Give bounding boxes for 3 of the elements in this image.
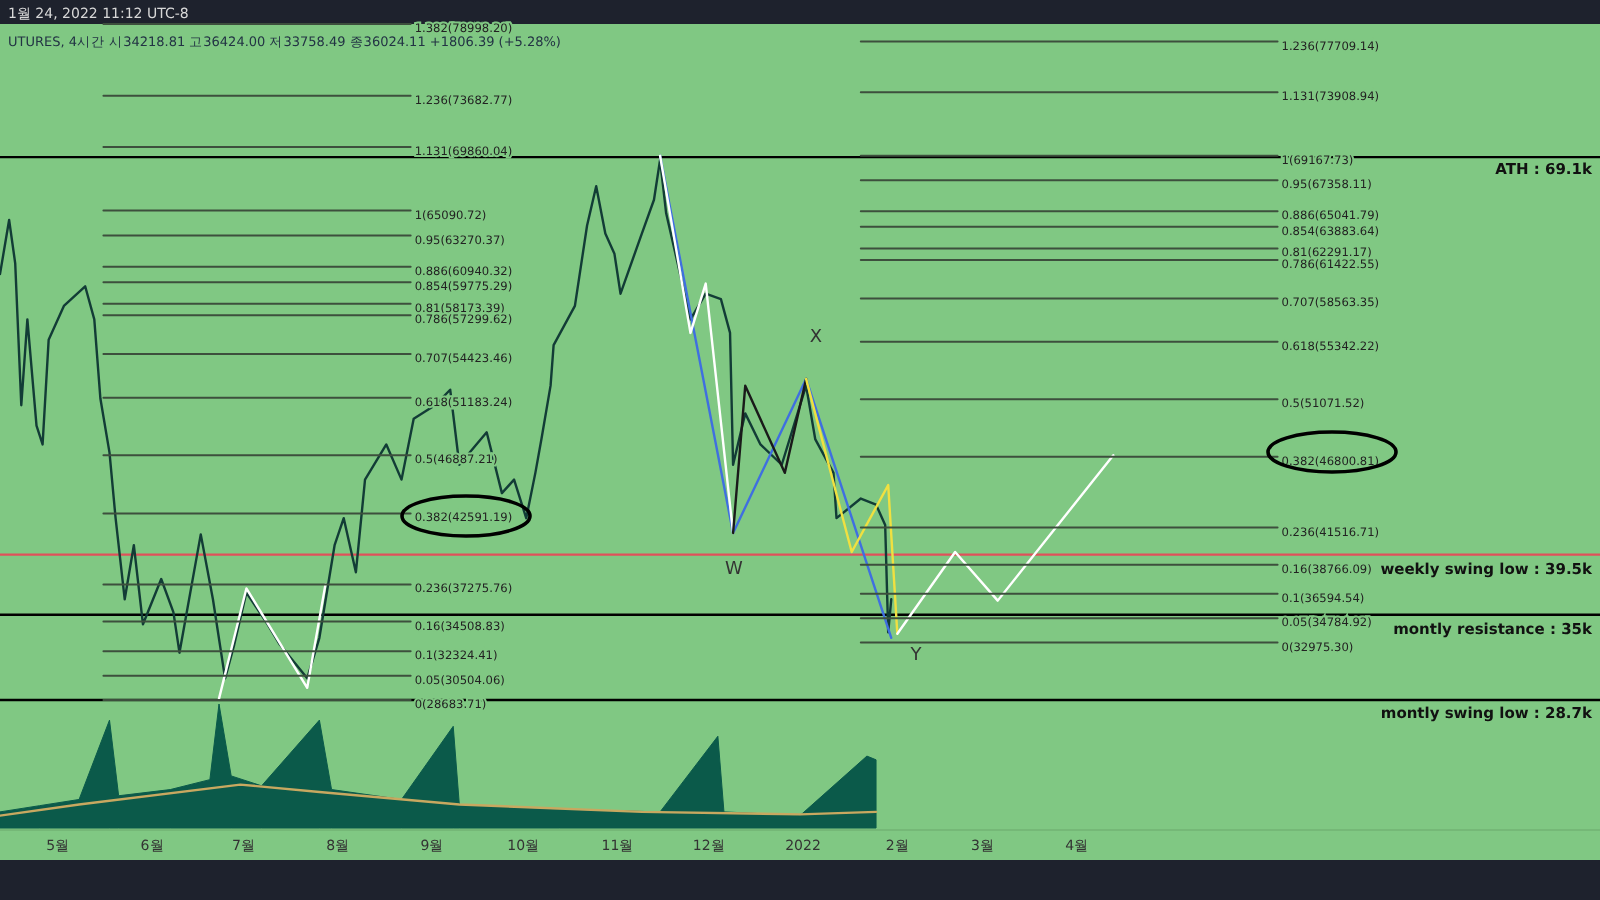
annotation: X [809, 328, 823, 348]
annotation: Y [908, 646, 923, 666]
annotation: W [725, 560, 744, 580]
